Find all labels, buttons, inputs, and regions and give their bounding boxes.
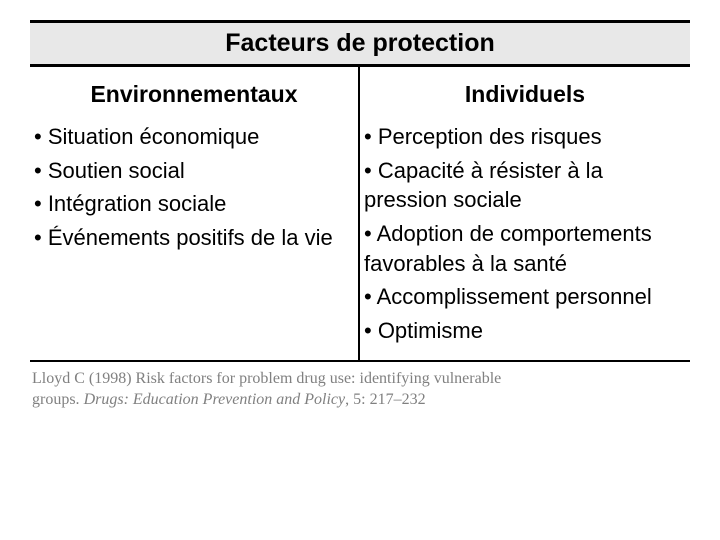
list-item: • Accomplissement personnel <box>364 282 686 312</box>
list-item: • Adoption de comportements favorables à… <box>364 219 686 278</box>
column-individuels: Individuels • Perception des risques • C… <box>360 67 690 360</box>
column-header-right: Individuels <box>364 67 686 122</box>
citation: Lloyd C (1998) Risk factors for problem … <box>30 362 550 411</box>
list-item: • Intégration sociale <box>34 189 354 219</box>
list-item: • Optimisme <box>364 316 686 346</box>
table-title: Facteurs de protection <box>30 20 690 67</box>
list-item: • Capacité à résister à la pression soci… <box>364 156 686 215</box>
citation-suffix: , 5: 217–232 <box>345 391 425 408</box>
items-left: • Situation économique • Soutien social … <box>34 122 354 267</box>
list-item: • Soutien social <box>34 156 354 186</box>
items-right: • Perception des risques • Capacité à ré… <box>364 122 686 360</box>
citation-journal: Drugs: Education Prevention and Policy <box>84 391 346 408</box>
column-header-left: Environnementaux <box>34 67 354 122</box>
list-item: • Perception des risques <box>364 122 686 152</box>
list-item: • Situation économique <box>34 122 354 152</box>
list-item: • Événements positifs de la vie <box>34 223 354 253</box>
column-environnementaux: Environnementaux • Situation économique … <box>30 67 360 360</box>
table-body: Environnementaux • Situation économique … <box>30 67 690 362</box>
